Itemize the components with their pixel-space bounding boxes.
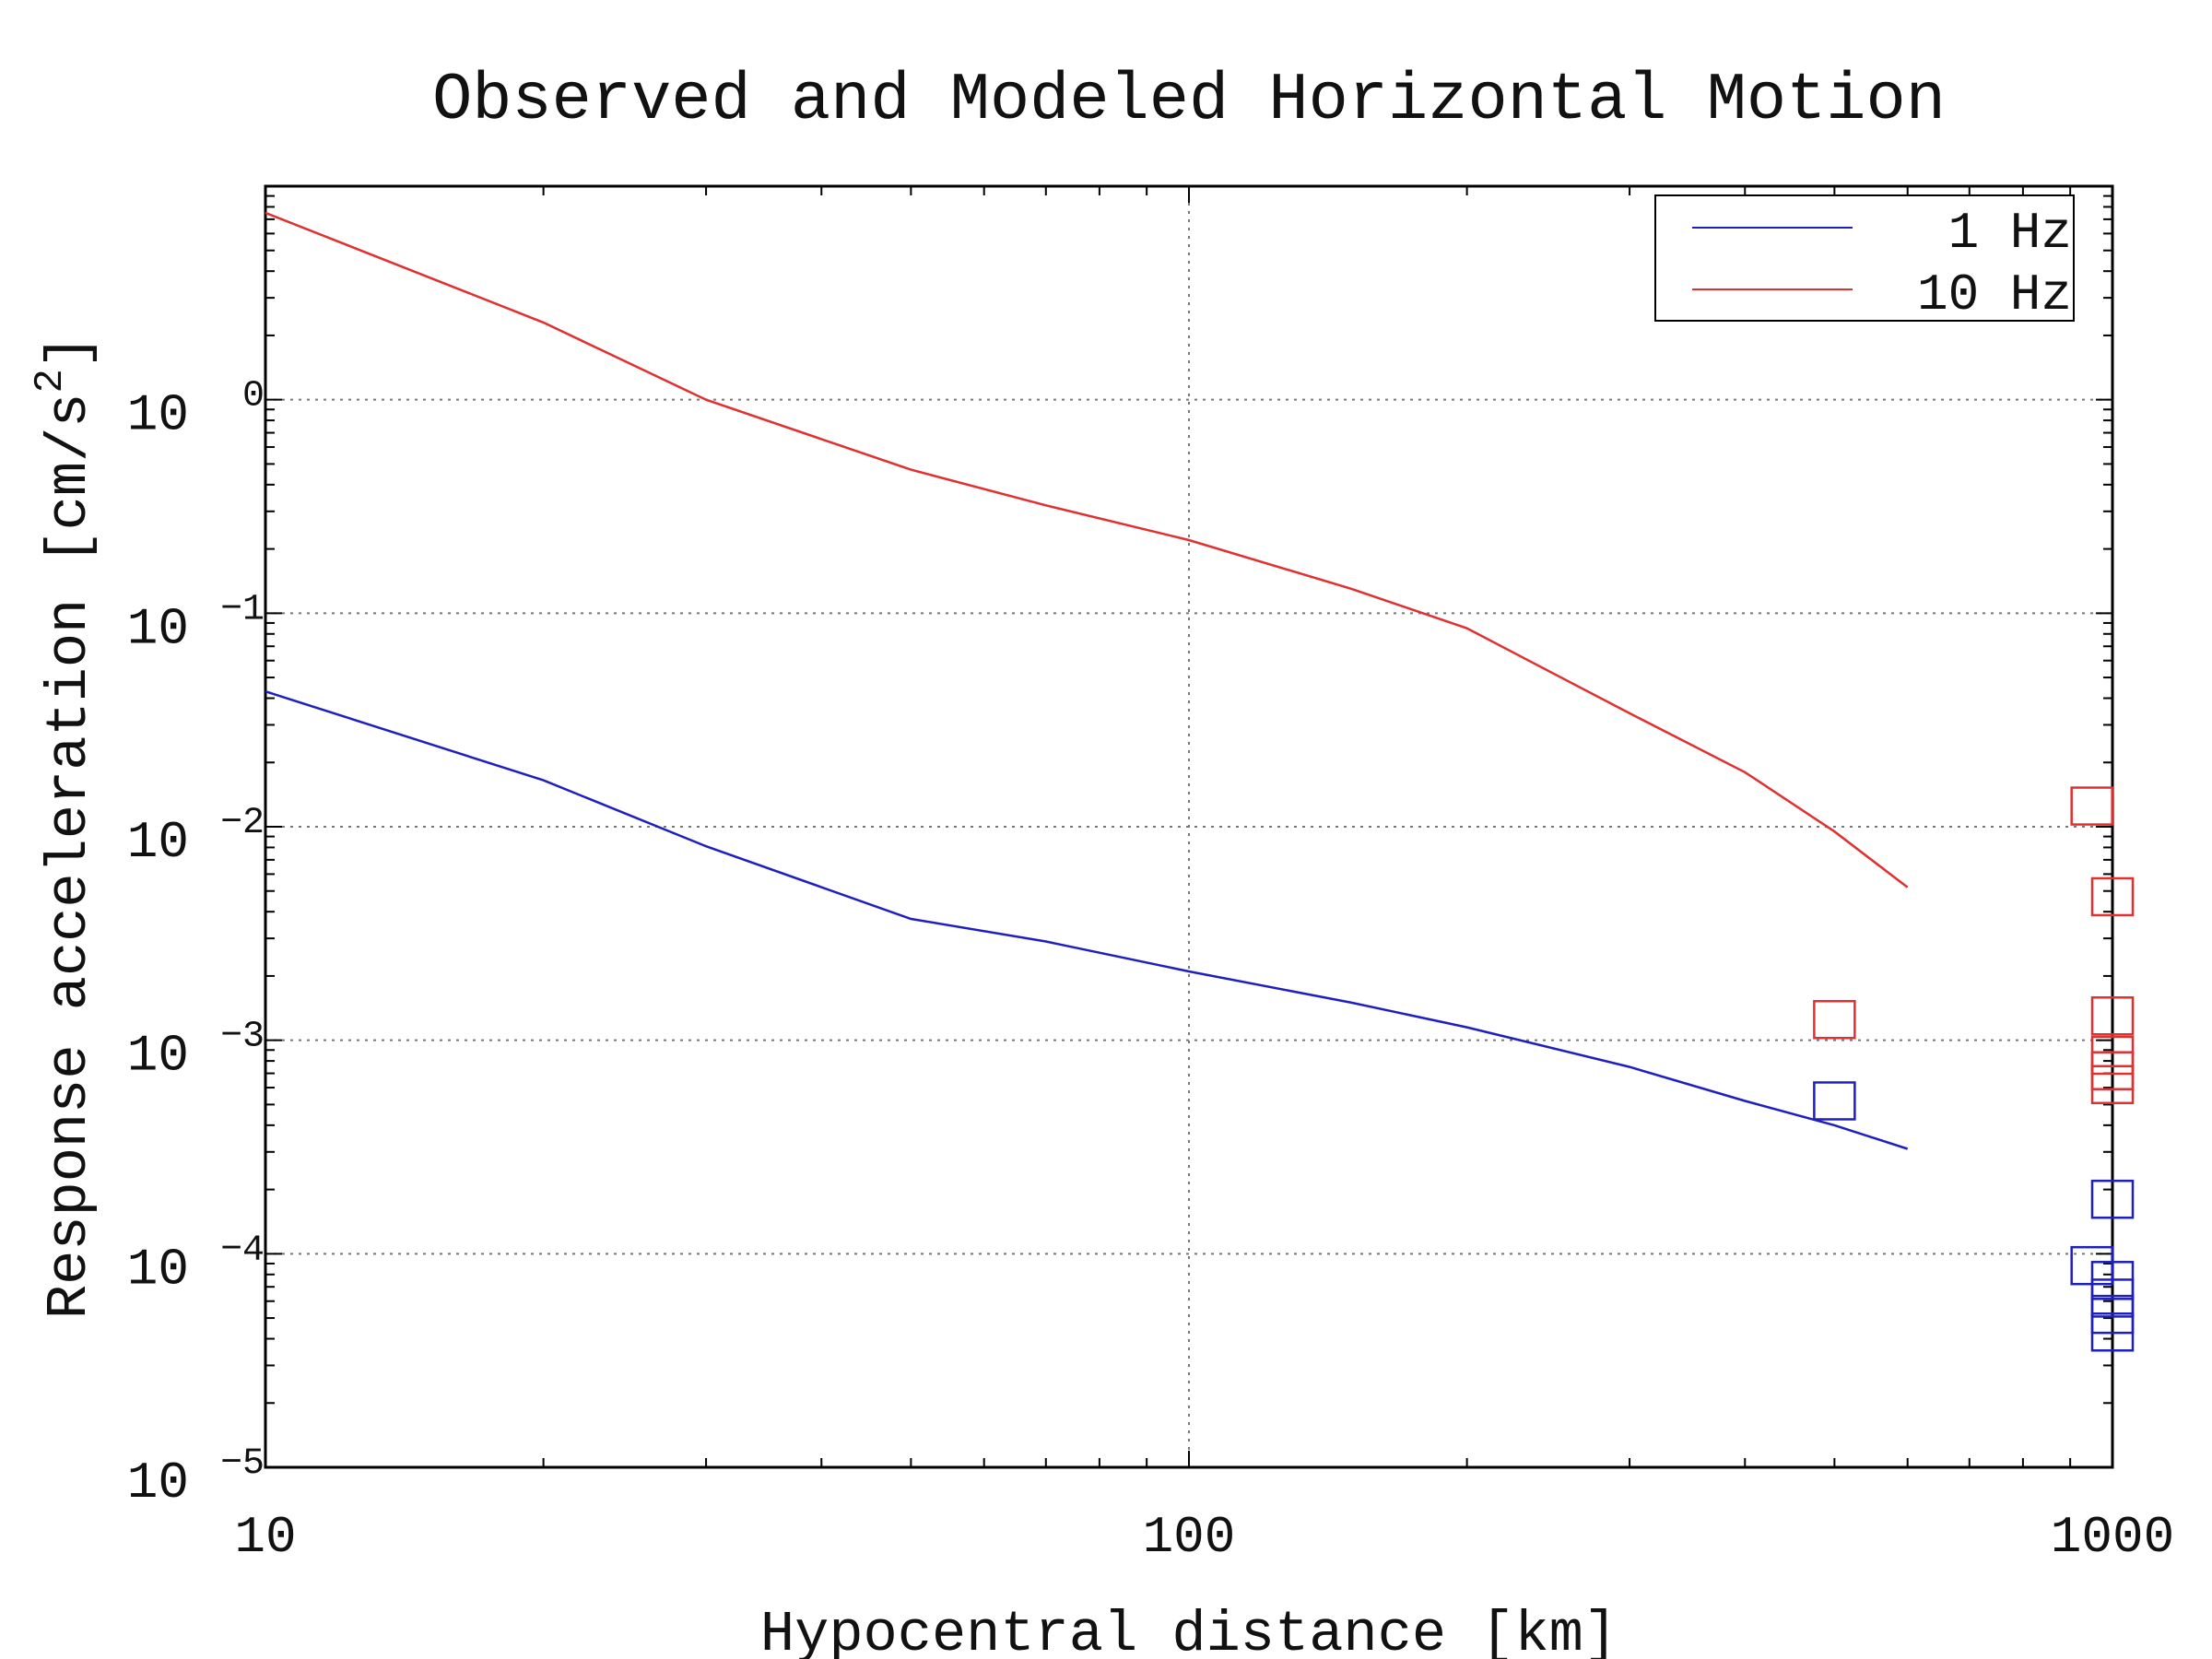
y-tick-label: 10 0: [127, 376, 265, 445]
observed-marker-1hz: [2090, 1312, 2135, 1352]
y-tick-label-base: 10: [127, 386, 189, 445]
y-tick-label-exp: −3: [220, 1017, 265, 1058]
minor-ticks: [265, 186, 2112, 1468]
y-tick-label-exp: 0: [242, 376, 265, 418]
y-axis-label-main: Response acceleration [cm/s: [37, 394, 102, 1320]
y-axis-ticks: 10 −5 10 −4 10 −3 10 −2 10 −1 10 0: [127, 376, 265, 1512]
y-tick-label-base: 10: [127, 1027, 189, 1086]
observed-marker-1hz: [1813, 1081, 1856, 1121]
legend-box: [1654, 194, 2075, 322]
x-tick-label: 10: [234, 1508, 296, 1567]
y-axis-label-close: ]: [37, 335, 102, 369]
y-tick-label: 10 −3: [127, 1017, 265, 1086]
observed-marker-10hz: [2070, 786, 2113, 826]
y-axis-label: Response acceleration [cm/s2]: [28, 335, 102, 1319]
grid-lines: [265, 186, 2112, 1467]
observed-marker-10hz: [2090, 877, 2135, 917]
y-tick-label-exp: −2: [220, 803, 265, 844]
y-tick-label-exp: −5: [220, 1443, 265, 1485]
chart-title: Observed and Modeled Horizontal Motion: [432, 63, 1946, 138]
legend-label-10hz: 10 Hz: [1917, 265, 2072, 324]
legend: 1 Hz 10 Hz: [1654, 194, 2075, 324]
observed-marker-10hz: [2090, 1065, 2135, 1105]
series-layer: [265, 211, 2135, 1352]
legend-label-1hz: 1 Hz: [1948, 204, 2072, 263]
y-tick-label-exp: −1: [220, 589, 265, 630]
observed-marker-1hz: [2090, 1179, 2135, 1219]
y-axis-label-sup: 2: [28, 369, 74, 393]
model-line-1hz: [265, 690, 1909, 1150]
observed-marker-10hz: [2090, 996, 2135, 1036]
y-tick-label-base: 10: [127, 1240, 189, 1299]
y-tick-label: 10 −2: [127, 803, 265, 872]
model-line-10hz: [265, 211, 1909, 888]
y-tick-label-base: 10: [127, 599, 189, 658]
y-tick-label: 10 −1: [127, 589, 265, 658]
y-tick-label-base: 10: [127, 813, 189, 872]
y-tick-label-base: 10: [127, 1453, 189, 1512]
y-tick-label-exp: −4: [220, 1230, 265, 1271]
x-tick-label: 1000: [2051, 1508, 2174, 1567]
observed-marker-10hz: [1813, 999, 1856, 1040]
x-axis-label: Hypocentral distance [km]: [760, 1602, 1618, 1659]
y-tick-label: 10 −5: [127, 1443, 265, 1512]
x-axis-ticks: 10 100 1000: [234, 1508, 2174, 1567]
y-tick-label: 10 −4: [127, 1230, 265, 1299]
x-tick-label: 100: [1143, 1508, 1236, 1567]
